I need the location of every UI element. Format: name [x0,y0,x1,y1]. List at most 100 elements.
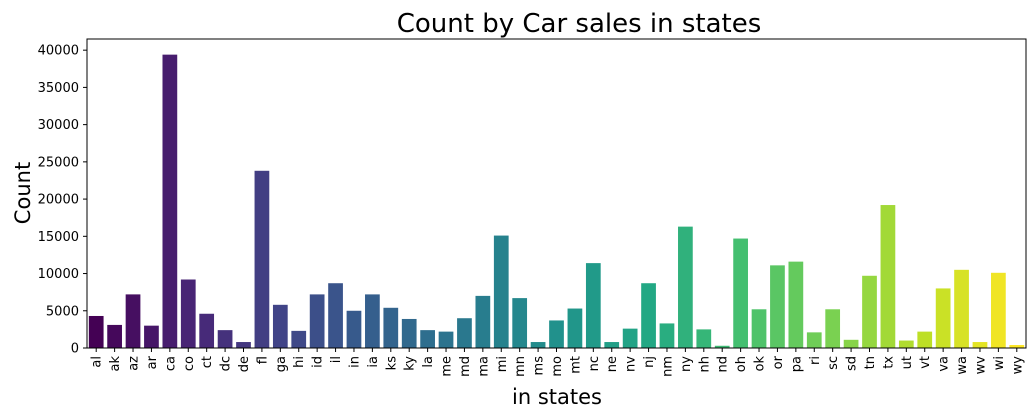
x-tick-label-mn: mn [513,356,528,377]
bar-ar [144,325,159,348]
x-tick-label-de: de [237,356,252,372]
bar-al [88,315,104,348]
bar-ok [751,309,767,348]
bar-ms [530,342,546,348]
bar-mn [512,298,528,348]
x-tick-label-md: md [458,356,473,377]
bar-il [328,283,343,348]
bar-tx [880,205,896,348]
y-tick-label-30000: 30000 [38,118,79,133]
x-tick-label-mt: mt [568,356,583,374]
bars-group [88,54,1025,348]
x-tick-label-al: al [90,356,105,368]
bar-ks [383,307,399,348]
y-tick-label-40000: 40000 [38,44,79,59]
x-tick-label-dc: dc [219,356,234,371]
x-tick-label-wa: wa [955,356,970,375]
x-tick-label-nd: nd [716,356,731,373]
x-tick-label-nh: nh [697,356,712,372]
x-tick-label-mo: mo [550,356,565,377]
x-tick-label-ut: ut [900,356,915,369]
bar-id [309,294,325,348]
x-tick-label-ar: ar [145,355,160,369]
x-tick-label-la: la [421,356,436,368]
x-tick-label-sc: sc [826,356,841,370]
x-tick-label-ne: ne [605,356,620,372]
x-tick-label-co: co [182,356,197,371]
y-tick-label-10000: 10000 [38,267,79,282]
x-tick-label-ok: ok [753,356,768,372]
bar-ny [678,226,693,348]
x-tick-label-pa: pa [789,356,804,372]
bar-ne [604,342,620,348]
bar-dc [217,330,233,348]
x-tick-label-ky: ky [403,356,418,371]
x-tick-label-vt: vt [918,356,933,369]
chart-title: Count by Car sales in states [397,9,762,39]
bar-ca [162,54,178,348]
bar-sd [843,339,859,348]
bar-ak [107,324,122,348]
bar-or [770,265,785,348]
bar-in [346,310,362,348]
x-tick-label-wi: wi [992,356,1007,370]
x-tick-label-va: va [937,356,952,372]
x-tick-label-ca: ca [163,356,178,371]
x-tick-label-tn: tn [863,356,878,369]
x-tick-label-ma: ma [476,356,491,377]
bar-co [180,279,196,348]
x-axis-title: in states [512,385,602,409]
bar-wy [1009,345,1025,348]
bar-oh [733,238,748,348]
x-tick-label-id: id [311,356,326,368]
x-tick-label-wv: wv [973,356,988,375]
x-tick-label-fl: fl [255,356,270,364]
bar-nm [659,323,675,348]
x-tick-label-ri: ri [808,356,823,365]
bar-pa [788,261,804,348]
bar-ia [365,294,380,348]
bar-fl [254,170,270,348]
y-axis-title: Count [11,162,35,224]
bar-wv [972,342,988,348]
bar-ga [272,304,288,348]
bar-me [438,331,454,348]
x-tick-label-mi: mi [495,356,510,372]
y-tick-label-0: 0 [71,342,79,357]
y-tick-label-5000: 5000 [46,304,79,319]
bar-ut [898,340,914,348]
x-tick-label-in: in [347,356,362,368]
bar-de [236,342,251,348]
x-tick-label-ga: ga [274,356,289,372]
x-axis-ticks: al ak az ar ca co ct dc de fl ga hi id il in ia ks ky la me… [90,348,1025,377]
x-tick-label-sd: sd [845,356,860,371]
x-tick-label-nc: nc [587,356,602,371]
bar-sc [825,309,841,348]
y-axis-ticks: 0 5000 10000 15000 20000 25000 30000 35000 40000 [38,44,87,357]
bar-mt [567,308,583,348]
x-tick-label-ct: ct [200,356,215,368]
bar-nc [585,263,601,348]
x-tick-label-ak: ak [108,356,123,372]
plot-frame [86,38,1027,349]
x-tick-label-nj: nj [642,356,657,368]
bar-wi [991,272,1006,348]
x-tick-label-me: me [440,356,455,377]
bar-tn [862,275,877,348]
y-tick-label-25000: 25000 [38,155,79,170]
bar-nv [622,328,638,348]
x-tick-label-ms: ms [532,356,547,376]
y-tick-label-20000: 20000 [38,193,79,208]
bar-vt [917,331,933,348]
x-tick-label-ny: ny [679,356,694,372]
bar-la [420,330,435,348]
bar-nh [696,329,712,348]
x-tick-label-or: or [771,355,786,369]
x-tick-label-oh: oh [734,356,749,372]
bar-ma [475,295,491,348]
bar-mi [493,235,509,348]
x-tick-label-tx: tx [881,356,896,369]
y-tick-label-35000: 35000 [38,81,79,96]
bar-nd [714,345,730,348]
